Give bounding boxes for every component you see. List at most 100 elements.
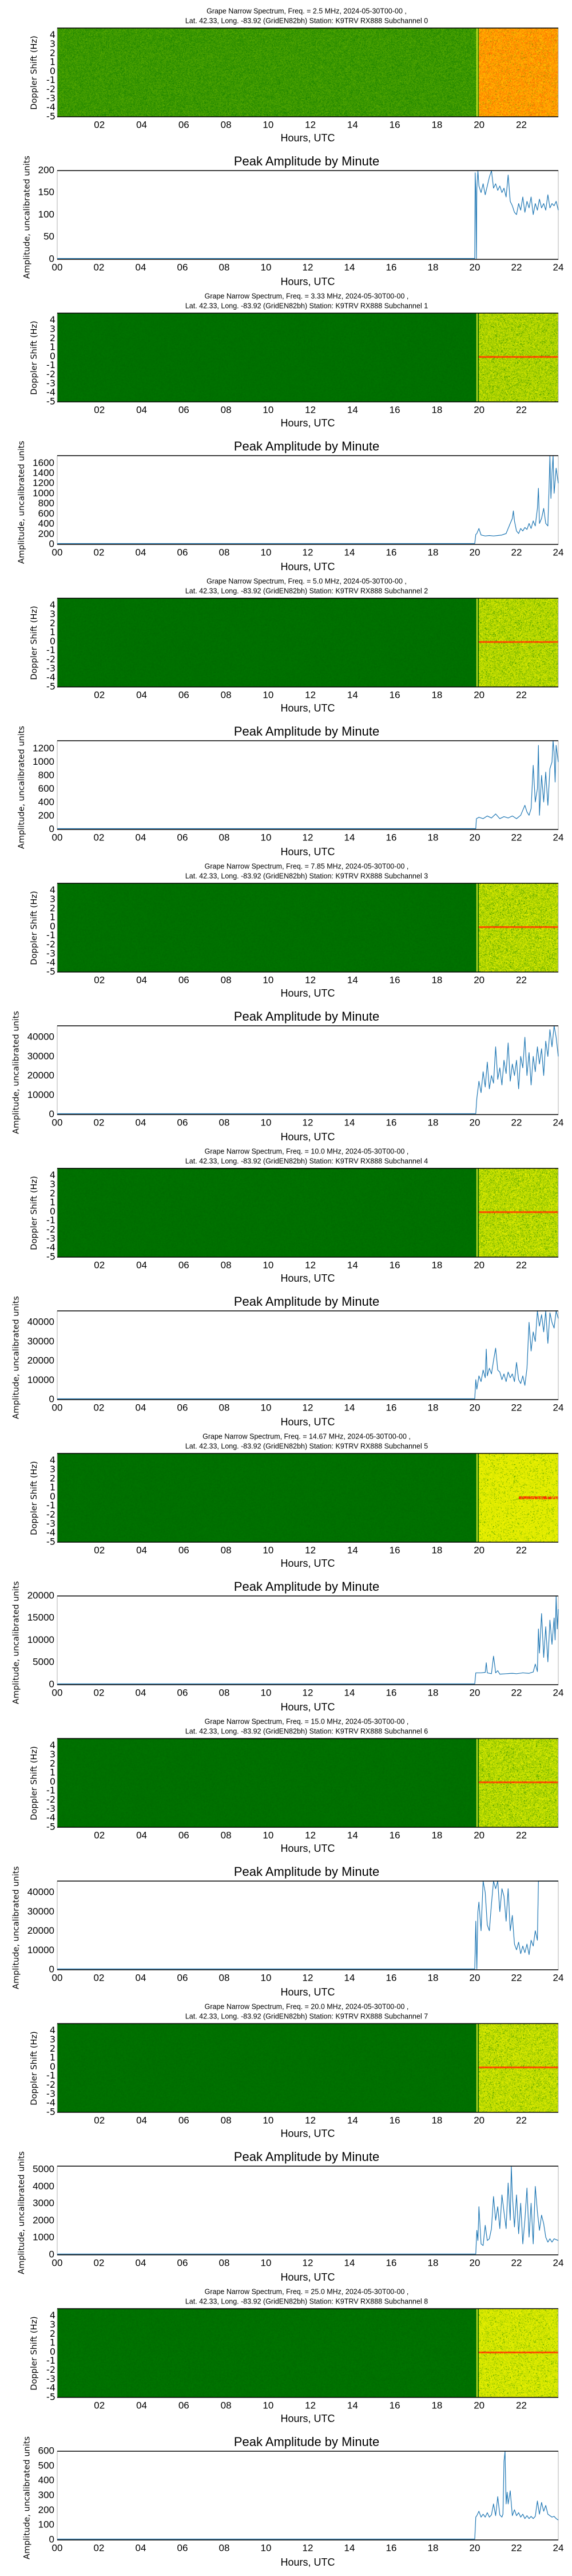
- amplitude-y-tick-label: 4000: [33, 2180, 54, 2191]
- amplitude-x-tick-label: 12: [303, 1117, 313, 1128]
- amplitude-x-tick-label: 00: [52, 1687, 63, 1698]
- spectrogram-y-tick-label: 1: [50, 627, 55, 638]
- spectrogram-y-tick-label: -3: [46, 93, 55, 104]
- amplitude-x-tick-label: 02: [94, 1402, 105, 1413]
- amplitude-x-tick-label: 06: [177, 1972, 188, 1983]
- spectrogram-x-tick-label: 22: [516, 2115, 527, 2125]
- spectrogram-y-tick-label: 2: [50, 618, 55, 629]
- spectrogram-y-tick-label: -2: [46, 369, 55, 380]
- amplitude-chart-title: Peak Amplitude by Minute: [234, 1579, 379, 1594]
- amplitude-x-axis-label: Hours, UTC: [280, 1416, 335, 1428]
- amplitude-x-tick-label: 02: [94, 1972, 105, 1983]
- amplitude-y-tick-label: 30000: [27, 1050, 54, 1061]
- spectrogram-x-tick-label: 10: [263, 2115, 273, 2125]
- amplitude-y-tick-label: 40000: [27, 1887, 54, 1898]
- spectrogram-x-axis-label: Hours, UTC: [280, 1558, 335, 1569]
- amplitude-chart-title: Peak Amplitude by Minute: [234, 439, 379, 453]
- amplitude-y-axis-label: Amplitude, uncalibrated units: [23, 2436, 32, 2559]
- spectrogram-x-tick-label: 22: [516, 404, 527, 415]
- amplitude-chart-title: Peak Amplitude by Minute: [234, 2435, 379, 2449]
- amplitude-x-tick-label: 02: [94, 1687, 105, 1698]
- spectrogram-x-tick-label: 06: [178, 1830, 189, 1840]
- spectrogram-title-line-2: Lat. 42.33, Long. -83.92 (GridEN82bh) St…: [185, 2297, 428, 2305]
- amplitude-plot-frame: [57, 1880, 559, 1970]
- spectrogram-x-tick-label: 12: [305, 1830, 316, 1840]
- amplitude-x-tick-label: 12: [303, 547, 313, 558]
- amplitude-x-tick-label: 04: [136, 1687, 146, 1698]
- spectrogram-x-tick-label: 04: [136, 2115, 147, 2125]
- spectrogram-x-tick-label: 18: [431, 1544, 442, 1555]
- amplitude-x-tick-label: 24: [553, 262, 564, 272]
- amplitude-x-tick-label: 22: [511, 1402, 522, 1413]
- spectrogram-x-tick-label: 20: [474, 2400, 484, 2411]
- amplitude-series-line: [57, 1025, 559, 1115]
- spectrogram-title-line-2: Lat. 42.33, Long. -83.92 (GridEN82bh) St…: [185, 17, 428, 25]
- amplitude-x-tick-label: 04: [136, 262, 146, 272]
- spectrogram-y-tick-label: -2: [46, 1509, 55, 1520]
- spectrogram-y-tick-label: -2: [46, 939, 55, 950]
- amplitude-chart-title: Peak Amplitude by Minute: [234, 154, 379, 168]
- amplitude-x-axis-label: Hours, UTC: [280, 846, 335, 858]
- amplitude-plot-frame: [57, 2451, 559, 2541]
- panel-svg: Grape Narrow Spectrum, Freq. = 2.5 MHz, …: [23, 7, 564, 287]
- amplitude-x-tick-label: 20: [470, 1402, 480, 1413]
- spectrogram-y-tick-label: 2: [50, 1188, 55, 1199]
- amplitude-x-axis-label: Hours, UTC: [280, 1701, 335, 1713]
- spectrogram-y-tick-label: -1: [46, 2070, 55, 2081]
- spectrogram-x-tick-label: 12: [305, 119, 316, 130]
- amplitude-y-tick-label: 0: [49, 253, 54, 264]
- amplitude-y-tick-label: 400: [38, 2475, 54, 2486]
- spectrogram-y-tick-label: -4: [46, 1527, 55, 1538]
- amplitude-x-tick-label: 04: [136, 1972, 146, 1983]
- amplitude-x-tick-label: 18: [428, 262, 439, 272]
- spectrogram-x-axis-label: Hours, UTC: [280, 1273, 335, 1284]
- amplitude-y-tick-label: 600: [38, 783, 54, 794]
- amplitude-chart-title: Peak Amplitude by Minute: [234, 1294, 379, 1309]
- amplitude-x-tick-label: 16: [386, 1402, 397, 1413]
- amplitude-y-tick-label: 1600: [33, 457, 54, 468]
- amplitude-x-tick-label: 10: [261, 1972, 272, 1983]
- amplitude-y-tick-label: 1000: [33, 488, 54, 499]
- spectrogram-x-tick-label: 06: [178, 2400, 189, 2411]
- spectrogram-x-tick-label: 02: [94, 974, 105, 985]
- amplitude-x-tick-label: 10: [261, 1687, 272, 1698]
- spectrogram-x-tick-label: 10: [263, 1830, 273, 1840]
- spectrogram-heatmap: [57, 883, 558, 972]
- spectrogram-y-tick-label: -2: [46, 654, 55, 665]
- spectrogram-y-tick-label: -5: [46, 681, 55, 692]
- amplitude-x-tick-label: 08: [219, 547, 230, 558]
- spectrogram-x-tick-label: 08: [221, 2400, 232, 2411]
- amplitude-x-tick-label: 10: [261, 1117, 272, 1128]
- spectrogram-y-tick-label: -3: [46, 378, 55, 389]
- spectrogram-frame: [57, 2308, 559, 2398]
- amplitude-chart-title: Peak Amplitude by Minute: [234, 1009, 379, 1024]
- amplitude-x-tick-label: 08: [219, 2542, 230, 2553]
- amplitude-chart-title: Peak Amplitude by Minute: [234, 2150, 379, 2164]
- spectrogram-title-line-1: Grape Narrow Spectrum, Freq. = 10.0 MHz,…: [205, 1147, 409, 1155]
- spectrogram-x-tick-label: 04: [136, 1830, 147, 1840]
- amplitude-y-tick-label: 40000: [27, 1317, 54, 1327]
- spectrogram-y-tick-label: 4: [50, 1455, 55, 1465]
- spectrogram-y-tick-label: 2: [50, 1473, 55, 1484]
- amplitude-x-tick-label: 14: [344, 547, 355, 558]
- amplitude-y-tick-label: 30000: [27, 1336, 54, 1346]
- spectrogram-y-tick-label: -1: [46, 1500, 55, 1511]
- spectrogram-title-line-1: Grape Narrow Spectrum, Freq. = 20.0 MHz,…: [205, 2002, 409, 2010]
- amplitude-x-tick-label: 24: [553, 832, 564, 843]
- spectrogram-x-tick-label: 16: [390, 404, 400, 415]
- amplitude-x-tick-label: 12: [303, 2542, 313, 2553]
- spectrogram-x-tick-label: 02: [94, 119, 105, 130]
- spectrogram-title-line-2: Lat. 42.33, Long. -83.92 (GridEN82bh) St…: [185, 1442, 428, 1450]
- spectrogram-y-tick-label: -3: [46, 2373, 55, 2384]
- amplitude-y-axis-label: Amplitude, uncalibrated units: [12, 1011, 21, 1134]
- amplitude-x-tick-label: 14: [344, 832, 355, 843]
- spectrogram-y-tick-label: 3: [50, 1749, 55, 1760]
- spectrogram-x-tick-label: 22: [516, 119, 527, 130]
- spectrogram-y-axis-label: Doppler Shift (Hz): [30, 2316, 39, 2390]
- amplitude-x-tick-label: 02: [94, 1117, 105, 1128]
- spectrogram-x-tick-label: 04: [136, 2400, 147, 2411]
- spectrogram-x-tick-label: 10: [263, 2400, 273, 2411]
- amplitude-y-tick-label: 20000: [27, 1070, 54, 1081]
- amplitude-y-tick-label: 0: [49, 1678, 54, 1689]
- amplitude-y-axis-label: Amplitude, uncalibrated units: [12, 1866, 21, 1989]
